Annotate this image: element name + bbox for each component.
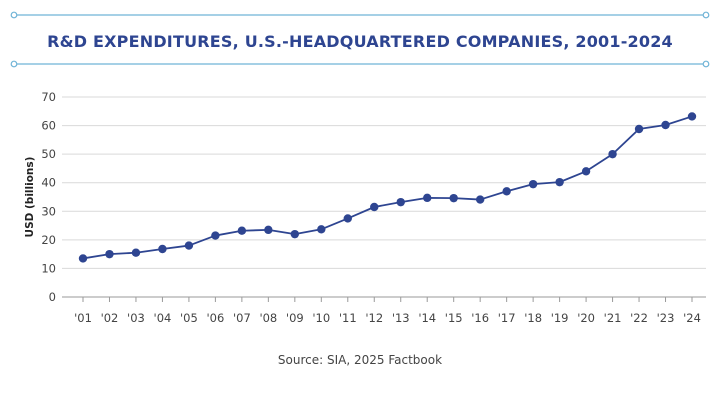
data-point: [158, 244, 167, 254]
data-point: [449, 193, 458, 203]
y-tick-labels: 0 10 20 30 40 50 60 70: [41, 90, 56, 304]
y-tick-label: 50: [41, 147, 56, 161]
x-tick-label: '08: [259, 311, 277, 325]
x-tick-label: '09: [286, 311, 304, 325]
title-rule: [10, 60, 710, 68]
y-tick-label: 40: [41, 176, 56, 190]
x-tick-label: '23: [657, 311, 675, 325]
x-tick-label: '04: [154, 311, 172, 325]
x-tick-label: '13: [392, 311, 410, 325]
x-tick-label: '11: [339, 311, 357, 325]
x-tick-label: '15: [445, 311, 463, 325]
y-tick-label: 10: [41, 261, 56, 275]
data-point: [264, 225, 273, 235]
x-tick-label: '02: [101, 311, 119, 325]
data-point: [528, 179, 538, 189]
data-point: [290, 229, 300, 239]
data-point: [634, 124, 644, 134]
x-tick-label: '21: [604, 311, 622, 325]
x-tick-label: '14: [418, 311, 436, 325]
data-point: [396, 197, 405, 207]
x-tick-label: '12: [365, 311, 383, 325]
data-point: [475, 195, 485, 204]
source-note: Source: SIA, 2025 Factbook: [278, 353, 442, 367]
data-point: [317, 225, 326, 234]
x-tick-label: '17: [498, 311, 516, 325]
x-tick-label: '03: [127, 311, 145, 325]
x-tick-label: '20: [577, 311, 595, 325]
x-tick-labels: '01 '02 '03 '04 '05 '06 '07 '08 '09 '10 '11 '12 '13 '…: [74, 311, 701, 325]
top-rule: [10, 11, 710, 19]
x-tick-label: '07: [233, 311, 251, 325]
chart-title: R&D EXPENDITURES, U.S.-HEADQUARTERED COM…: [47, 32, 673, 51]
data-point: [343, 214, 352, 223]
data-point: [78, 254, 88, 263]
x-tick-label: '01: [74, 311, 92, 325]
y-tick-label: 30: [41, 204, 56, 218]
y-axis-label: USD (billions): [24, 157, 36, 238]
data-point: [370, 202, 379, 212]
data-point: [423, 193, 432, 203]
series-layer: [78, 112, 697, 263]
data-point: [555, 177, 564, 187]
data-point: [502, 187, 511, 196]
x-tick-label: '19: [551, 311, 569, 325]
data-point: [687, 112, 697, 121]
x-tick-label: '06: [206, 311, 224, 325]
y-tick-label: 0: [49, 290, 56, 304]
data-point: [131, 248, 141, 257]
x-tick-label: '22: [630, 311, 648, 325]
data-point: [661, 120, 670, 130]
data-point: [184, 241, 194, 250]
data-point: [608, 149, 617, 159]
x-tick-label: '05: [180, 311, 198, 325]
axes: [62, 296, 706, 302]
series-line: [82, 115, 693, 260]
x-tick-label: '10: [312, 311, 330, 325]
data-point: [211, 231, 220, 240]
gridlines: [62, 96, 706, 269]
y-tick-label: 60: [41, 119, 56, 133]
x-tick-label: '18: [524, 311, 542, 325]
data-point: [105, 249, 114, 259]
x-tick-label: '16: [471, 311, 489, 325]
y-tick-label: 20: [41, 233, 56, 247]
y-tick-label: 70: [41, 90, 56, 104]
data-point: [237, 226, 247, 235]
x-tick-label: '24: [683, 311, 701, 325]
data-point: [581, 167, 591, 176]
